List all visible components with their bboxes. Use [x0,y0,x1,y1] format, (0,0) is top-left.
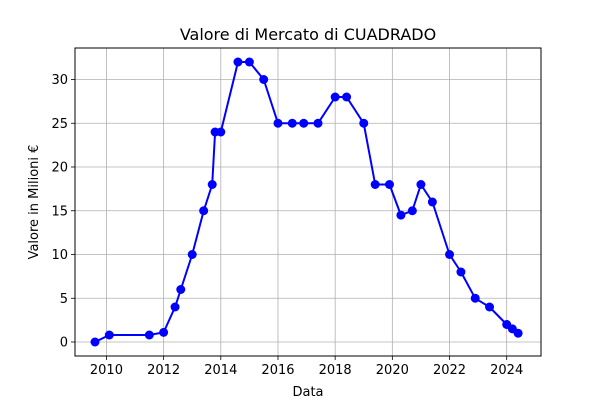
data-point [90,337,100,347]
data-point [470,293,480,303]
x-tick-label: 2010 [90,363,123,378]
y-tick-label: 20 [51,161,68,176]
data-point [159,327,169,337]
data-point [199,206,209,216]
y-tick-label: 5 [60,292,68,307]
y-tick-label: 15 [51,204,68,219]
data-point [456,267,466,277]
data-point [342,92,352,102]
data-point [359,118,369,128]
data-point [513,328,523,338]
plot-frame [74,47,542,357]
y-axis-label: Valore in Milioni € [27,145,42,260]
y-tick-label: 25 [51,117,68,132]
x-tick-label: 2020 [376,363,409,378]
x-tick-label: 2024 [490,363,523,378]
data-point [259,75,269,84]
data-point [207,180,217,189]
y-tick-label: 0 [60,336,68,351]
x-tick-label: 2012 [147,363,180,378]
data-point [407,206,417,216]
data-point [330,92,340,102]
data-point [144,330,154,340]
series-layer [90,57,523,347]
data-point [273,118,283,128]
x-tick-label: 2022 [433,363,466,378]
x-axis-ticks: 2010 2012 2014 2016 2018 2020 2022 2024 [90,356,523,378]
data-point [299,118,309,128]
x-tick-label: 2018 [319,363,352,378]
data-point [370,180,380,189]
data-point [287,118,297,128]
x-axis-label: Data [292,385,323,400]
data-point [416,180,426,189]
x-tick-label: 2014 [204,363,237,378]
data-point [485,302,495,312]
data-point [187,250,197,259]
data-point [396,210,406,220]
y-tick-label: 30 [51,73,68,88]
data-point [233,57,243,67]
data-point [170,302,180,312]
data-point [427,197,437,207]
y-axis-ticks: 0 5 10 15 20 25 30 [51,73,75,351]
data-point [104,330,114,340]
x-tick-label: 2016 [261,363,294,378]
series-line [94,61,519,343]
y-tick-label: 10 [51,248,68,263]
data-point [384,180,394,189]
data-point [216,127,226,137]
data-point [313,118,323,128]
data-point [244,57,254,67]
data-point [445,250,455,259]
data-point [176,285,186,294]
chart-title: Valore di Mercato di CUADRADO [180,25,436,44]
